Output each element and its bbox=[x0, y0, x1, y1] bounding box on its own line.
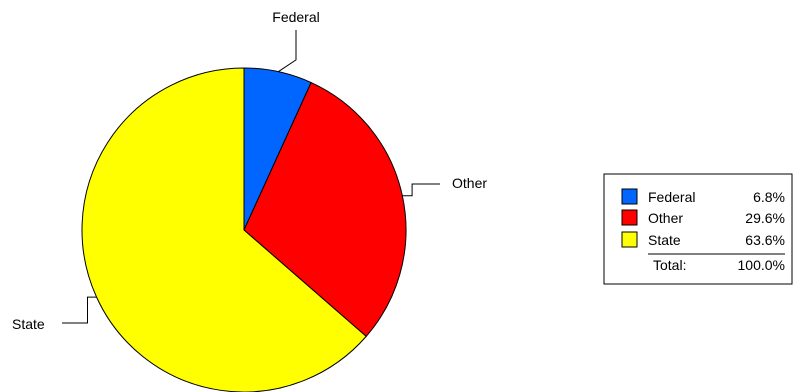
legend-swatch-federal bbox=[621, 188, 638, 205]
leader-line-federal bbox=[278, 30, 297, 73]
leader-lines bbox=[62, 30, 440, 324]
legend-value-state: 63.6% bbox=[745, 232, 785, 248]
legend-total-label: Total: bbox=[653, 257, 686, 273]
pie-slice-other bbox=[243, 81, 407, 338]
pie-slices bbox=[81, 67, 407, 392]
leader-line-other bbox=[402, 183, 440, 197]
legend-label-state: State bbox=[648, 232, 681, 248]
legend-label-other: Other bbox=[648, 210, 683, 226]
slice-labels: Federal Other State bbox=[12, 9, 487, 332]
legend-swatch-state bbox=[621, 231, 638, 248]
legend-value-federal: 6.8% bbox=[753, 189, 785, 205]
slice-label-state: State bbox=[12, 316, 45, 332]
legend-swatch-other bbox=[621, 209, 638, 226]
legend-value-other: 29.6% bbox=[745, 210, 785, 226]
legend: Federal 6.8% Other 29.6% State 63.6% Tot… bbox=[603, 173, 793, 285]
legend-label-federal: Federal bbox=[648, 189, 695, 205]
legend-total-value: 100.0% bbox=[738, 257, 785, 273]
leader-line-state bbox=[62, 296, 97, 324]
slice-label-federal: Federal bbox=[272, 9, 319, 25]
slice-label-other: Other bbox=[452, 175, 487, 191]
